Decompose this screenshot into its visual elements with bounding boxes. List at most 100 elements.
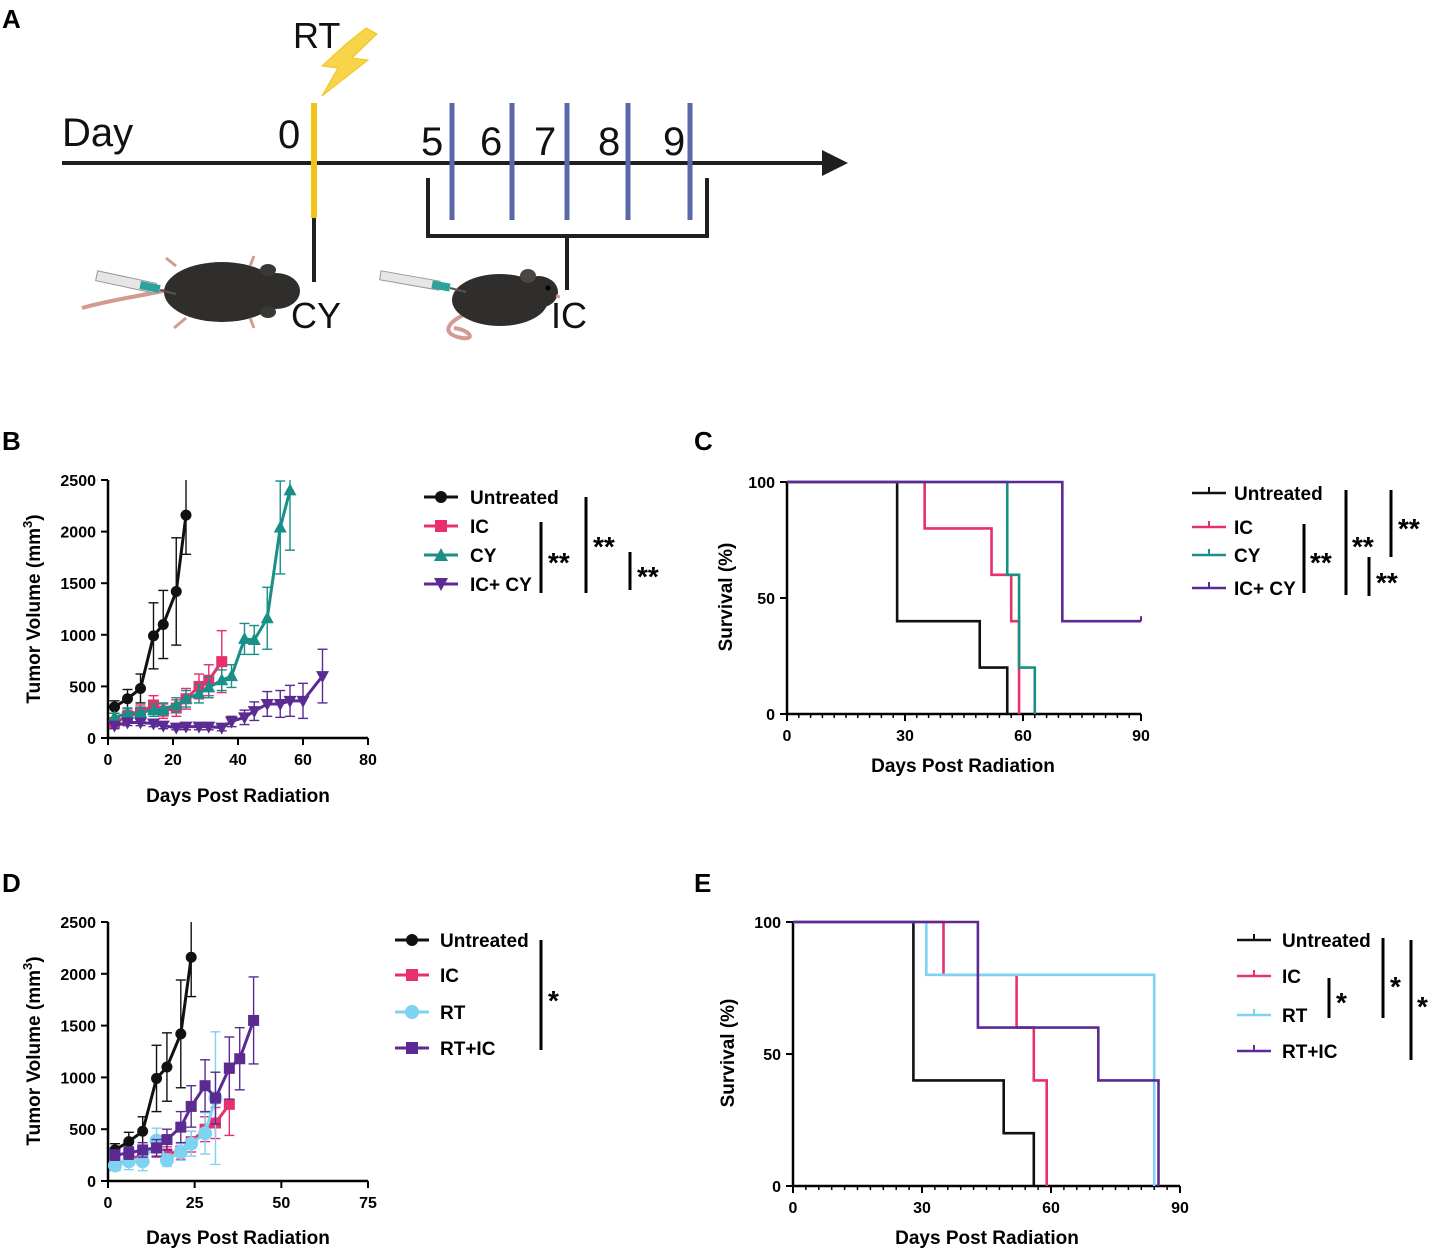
legend-d-rtic: RT+IC [440, 1039, 496, 1060]
x-tick-label-E-1: 30 [913, 1200, 931, 1217]
point-B-cy-4 [156, 702, 170, 715]
point-B-cy-5 [169, 697, 183, 710]
y-tick-label-C-0: 0 [766, 707, 775, 724]
point-B-ic-cy-6 [179, 721, 193, 734]
sig-c-3: ** [1398, 513, 1420, 544]
sig-e-2: * [1390, 971, 1401, 1002]
point-B-untreated-1 [122, 693, 133, 705]
point-D-untreated-6 [185, 951, 197, 963]
point-D-untreated-2 [137, 1125, 149, 1137]
x-tick-label-B-1: 20 [164, 752, 182, 769]
point-B-cy-12 [247, 632, 261, 645]
point-B-ic-cy-13 [260, 698, 274, 711]
y-tick-label-B-2: 1000 [60, 628, 96, 645]
panel-e-ylabel: Survival (%) [718, 999, 739, 1108]
legend-d-marker-untreated [406, 934, 418, 946]
point-B-cy-1 [121, 706, 134, 719]
panel-b-letter: B [2, 426, 21, 456]
point-D-rt-5 [173, 1144, 188, 1159]
point-B-ic-cy-4 [156, 720, 170, 733]
mouse-top-view-icon [81, 255, 300, 330]
survival-curve-C-ic [787, 480, 1021, 714]
point-B-untreated-4 [157, 618, 169, 630]
legend-c-untreated: Untreated [1234, 484, 1323, 505]
panel-c-letter: C [694, 426, 713, 456]
panel-e-legend: Untreated IC RT RT+IC [1237, 931, 1371, 1063]
sig-c-2: ** [1352, 531, 1374, 562]
y-tick-label-B-3: 1500 [60, 576, 96, 593]
survival-curve-E-rt [793, 920, 1156, 1186]
point-B-cy-8 [202, 680, 216, 693]
legend-b-marker-iccy [434, 578, 448, 591]
series-line-B-untreated [113, 514, 188, 709]
y-tick-label-E-2: 100 [754, 915, 781, 932]
ic-label: IC [551, 295, 587, 336]
y-tick-label-D-1: 500 [69, 1122, 96, 1139]
point-B-ic-cy-3 [147, 718, 160, 731]
panel-a-letter: A [2, 4, 21, 34]
y-tick-label-D-0: 0 [87, 1174, 96, 1191]
survival-curve-E-untreated [793, 920, 1036, 1186]
series-line-D-untreated [114, 957, 193, 1152]
y-tick-label-E-0: 0 [772, 1179, 781, 1196]
day-7-label: 7 [534, 120, 556, 164]
rt-label: RT [293, 15, 340, 56]
x-tick-label-B-4: 80 [359, 752, 377, 769]
y-tick-label-D-2: 1000 [60, 1070, 96, 1087]
y-tick-label-B-1: 500 [69, 679, 96, 696]
point-D-rt-4 [159, 1153, 174, 1168]
panel-d-significance: * [539, 940, 559, 1050]
x-tick-label-E-2: 60 [1042, 1200, 1060, 1217]
point-D-untreated-3 [151, 1072, 163, 1084]
point-B-ic-cy-7 [192, 721, 206, 734]
point-B-cy-6 [179, 691, 193, 704]
y-tick-label-D-5: 2500 [60, 915, 96, 932]
point-B-ic-9 [216, 656, 228, 668]
point-D-untreated-1 [123, 1136, 135, 1148]
survival-curve-E-ic [793, 920, 1048, 1186]
sig-e-1: * [1336, 987, 1347, 1018]
y-tick-label-B-4: 2000 [60, 525, 96, 542]
panel-e-letter: E [694, 868, 711, 898]
sig-c-1: ** [1310, 547, 1332, 578]
legend-b-iccy: IC+ CY [470, 575, 532, 596]
y-tick-label-D-4: 2000 [60, 967, 96, 984]
point-D-rt-7 [198, 1126, 213, 1141]
point-B-ic-cy-15 [283, 695, 297, 708]
point-D-rt-ic-9 [223, 1062, 235, 1074]
point-B-cy-14 [273, 520, 287, 533]
y-tick-label-C-2: 100 [748, 475, 775, 492]
x-tick-label-E-3: 90 [1171, 1200, 1189, 1217]
legend-d-rt: RT [440, 1003, 466, 1024]
legend-d-untreated: Untreated [440, 931, 529, 952]
panel-b-xlabel: Days Post Radiation [146, 786, 330, 807]
x-tick-label-B-0: 0 [104, 752, 113, 769]
panel-c: C 0 30 60 90 0 50 100 Days Post Radiation Surv… [694, 426, 1420, 777]
point-D-rt-ic-5 [175, 1121, 187, 1133]
x-tick-label-B-2: 40 [229, 752, 247, 769]
point-B-untreated-0 [109, 701, 120, 713]
lightning-icon [320, 27, 378, 97]
panel-b-significance: ** ** ** [539, 497, 659, 593]
point-B-cy-2 [134, 705, 147, 718]
point-D-rt-ic-10 [234, 1053, 246, 1065]
legend-e-rt: RT [1282, 1006, 1308, 1027]
point-D-rt-ic-1 [123, 1147, 135, 1159]
survival-curve-E-rt-ic [793, 920, 1160, 1186]
legend-b-ic: IC [470, 517, 489, 538]
y-tick-label-C-1: 50 [757, 591, 775, 608]
sig-b-3: ** [637, 561, 659, 592]
x-tick-label-B-3: 60 [294, 752, 312, 769]
panel-c-ylabel: Survival (%) [716, 543, 737, 652]
x-tick-label-C-3: 90 [1132, 728, 1150, 745]
legend-b-untreated: Untreated [470, 488, 559, 509]
legend-c-iccy: IC+ CY [1234, 579, 1296, 600]
point-B-cy-11 [238, 631, 251, 644]
point-B-ic-cy-8 [202, 721, 216, 734]
panel-c-legend: Untreated IC CY IC+ CY [1192, 484, 1323, 600]
day-6-label: 6 [480, 120, 502, 164]
legend-e-rtic: RT+IC [1282, 1042, 1338, 1063]
legend-d-ic: IC [440, 966, 459, 987]
point-B-ic-cy-17 [316, 671, 329, 684]
